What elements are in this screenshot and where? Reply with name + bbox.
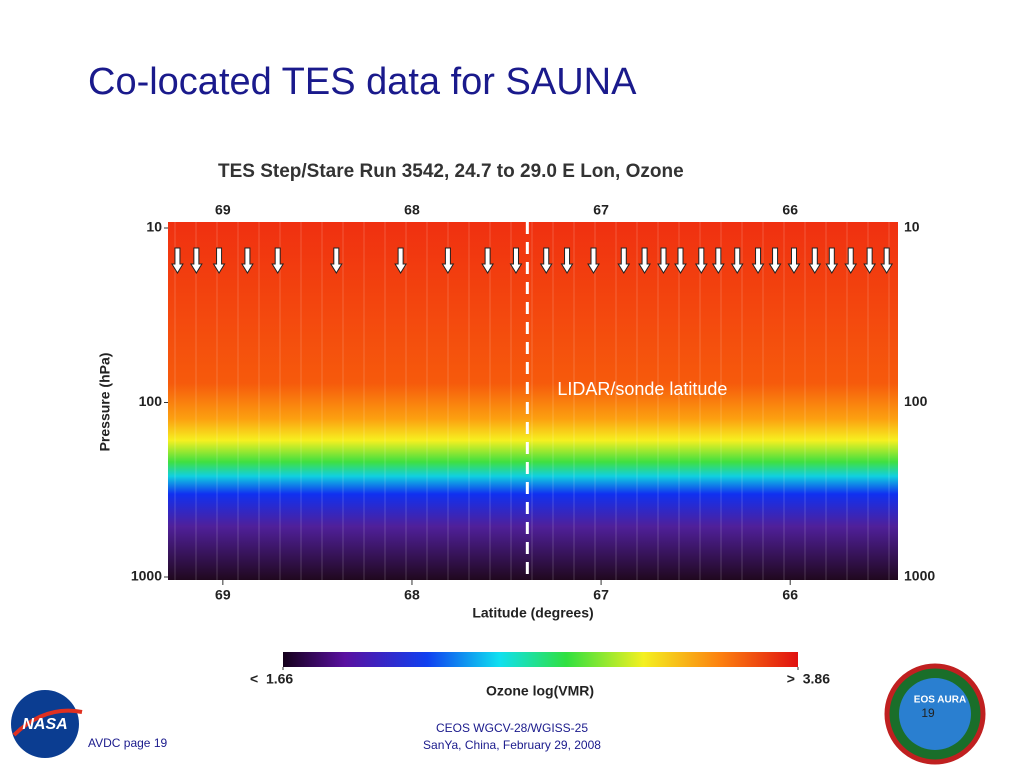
profile-arrow <box>189 247 203 274</box>
profile-arrow <box>394 247 408 274</box>
profile-arrow <box>880 247 894 274</box>
x-tick-label: 69 <box>215 587 231 603</box>
x-axis-label: Latitude (degrees) <box>472 605 593 621</box>
nasa-text: NASA <box>22 716 67 733</box>
logo-text: EOS AURA <box>914 695 966 706</box>
chart-title: TES Step/Stare Run 3542, 24.7 to 29.0 E … <box>218 161 684 182</box>
nasa-logo: NASA <box>11 690 83 758</box>
footer-center: SanYa, China, February 29, 2008 <box>423 738 601 752</box>
profile-arrow <box>730 247 744 274</box>
colorbar-tick-label: > 3.86 <box>787 671 830 687</box>
contour-field <box>168 222 898 580</box>
colorbar <box>283 652 798 667</box>
x-tick-label-top: 66 <box>782 202 798 218</box>
profile-arrow <box>657 247 670 274</box>
profile-arrow <box>694 247 708 274</box>
slide-title: Co-located TES data for SAUNA <box>88 61 637 103</box>
profile-arrow <box>212 247 226 274</box>
annotation: LIDAR/sonde latitude <box>557 379 727 399</box>
x-tick-label: 66 <box>782 587 798 603</box>
profile-arrow <box>808 247 822 274</box>
footer-center: CEOS WGCV-28/WGISS-25 <box>436 721 588 735</box>
profile-arrow <box>787 247 801 274</box>
profile-arrow <box>711 247 725 274</box>
profile-arrow <box>638 247 651 274</box>
profile-arrow <box>171 247 184 274</box>
profile-arrow <box>768 247 782 274</box>
profile-arrow <box>863 247 877 274</box>
profile-arrow <box>441 247 455 274</box>
x-tick-label: 68 <box>404 587 420 603</box>
profile-arrow <box>271 247 285 274</box>
x-tick-label: 67 <box>593 587 609 603</box>
field-texture <box>174 222 890 580</box>
eos-aura-logo: EOS AURA <box>884 663 986 765</box>
profile-arrow <box>674 247 687 274</box>
profile-arrow <box>825 247 839 274</box>
footer-left: AVDC page 19 <box>88 736 167 750</box>
profile-arrow <box>617 247 631 274</box>
y-axis-label: Pressure (hPa) <box>97 353 113 452</box>
y-tick-label-right: 10 <box>904 219 920 235</box>
profile-arrow <box>329 247 343 274</box>
x-tick-label-top: 69 <box>215 202 231 218</box>
profile-arrow <box>751 247 765 274</box>
x-tick-label-top: 67 <box>593 202 609 218</box>
profile-arrow <box>509 247 523 274</box>
y-tick-label: 10 <box>146 219 162 235</box>
page-number: 19 <box>921 706 935 720</box>
y-tick-label-right: 1000 <box>904 568 935 584</box>
y-tick-label-right: 100 <box>904 393 928 409</box>
x-tick-label-top: 68 <box>404 202 420 218</box>
profile-arrow <box>560 247 574 274</box>
y-tick-label: 1000 <box>131 568 162 584</box>
y-tick-label: 100 <box>139 393 163 409</box>
profile-arrow <box>539 247 553 274</box>
profile-arrow <box>844 247 858 274</box>
profile-arrow <box>241 247 254 274</box>
colorbar-label: Ozone log(VMR) <box>486 683 594 699</box>
profile-arrow <box>481 247 495 274</box>
profile-arrow <box>587 247 600 274</box>
colorbar-tick-label: < 1.66 <box>250 671 293 687</box>
